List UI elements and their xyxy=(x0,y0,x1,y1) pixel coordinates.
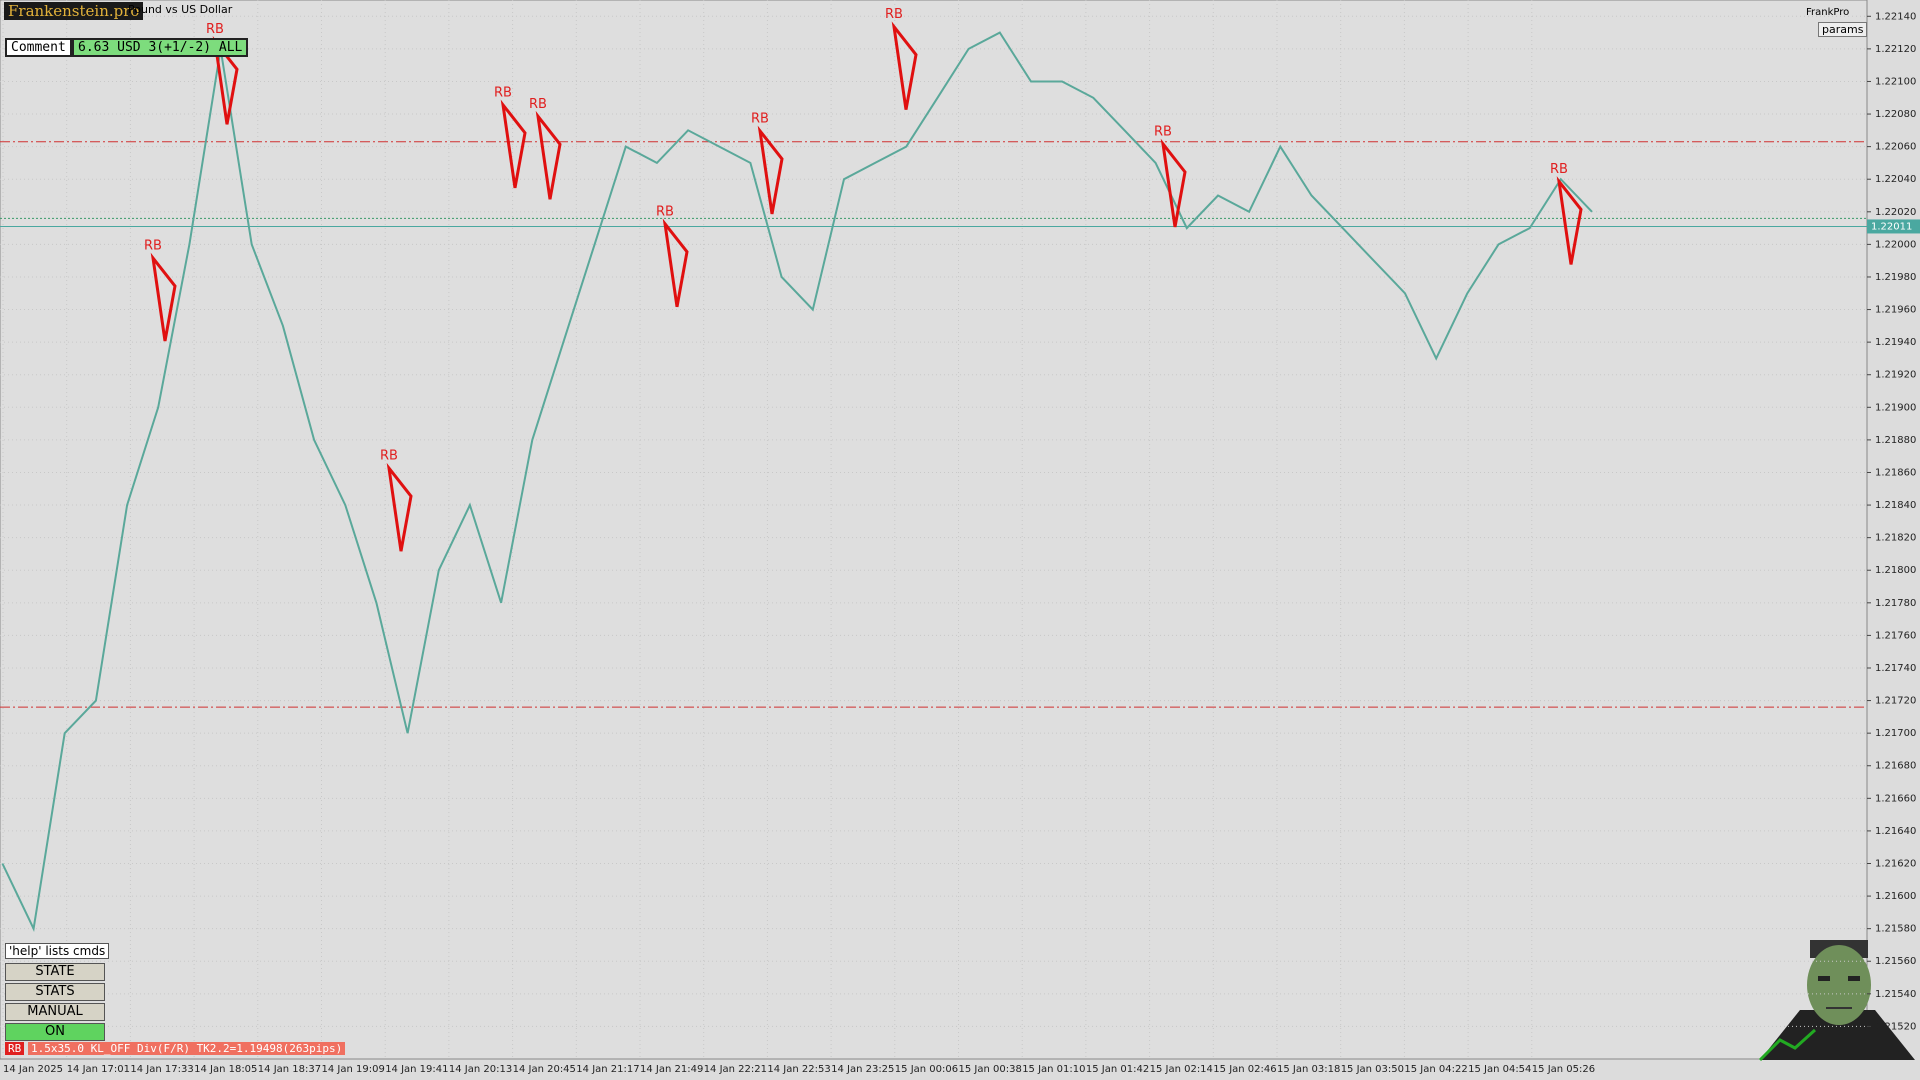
x-tick-label: 15 Jan 04:22 xyxy=(1404,1064,1467,1075)
x-tick-label: 14 Jan 18:37 xyxy=(258,1064,321,1075)
rb-label: RB xyxy=(1154,124,1172,139)
rb-triangle xyxy=(1160,138,1187,228)
status-tag: RB xyxy=(5,1042,25,1055)
panel-button[interactable]: STATE xyxy=(5,963,105,981)
x-tick-label: 14 Jan 22:21 xyxy=(704,1064,767,1075)
rb-label: RB xyxy=(206,22,224,37)
y-tick-label: 1.21700 xyxy=(1875,728,1916,739)
x-tick-label: 14 Jan 19:41 xyxy=(385,1064,448,1075)
x-tick-label: 15 Jan 01:42 xyxy=(1086,1064,1149,1075)
rb-label: RB xyxy=(885,7,903,22)
rb-label: RB xyxy=(751,111,769,126)
y-tick-label: 1.22000 xyxy=(1875,239,1916,250)
x-tick-label: 15 Jan 02:46 xyxy=(1213,1064,1276,1075)
y-tick-label: 1.21800 xyxy=(1875,565,1916,576)
rb-label: RB xyxy=(1550,162,1568,177)
x-tick-label: 14 Jan 22:53 xyxy=(767,1064,830,1075)
x-tick-label: 15 Jan 00:38 xyxy=(959,1064,1022,1075)
y-tick-label: 1.21980 xyxy=(1875,272,1916,283)
y-tick-label: 1.21940 xyxy=(1875,337,1916,348)
rb-triangle xyxy=(891,21,918,110)
x-tick-label: 14 Jan 20:45 xyxy=(513,1064,576,1075)
rb-label: RB xyxy=(380,449,398,464)
y-tick-label: 1.21720 xyxy=(1875,696,1916,707)
y-tick-label: 1.21680 xyxy=(1875,761,1916,772)
y-tick-label: 1.21760 xyxy=(1875,630,1916,641)
y-tick-label: 1.22120 xyxy=(1875,44,1916,55)
y-tick-label: 1.21560 xyxy=(1875,956,1916,967)
status-text: 1.5x35.0 KL_OFF Div(F/R) TK2.2=1.19498(2… xyxy=(28,1042,346,1055)
y-tick-label: 1.21620 xyxy=(1875,858,1916,869)
y-tick-label: 1.21640 xyxy=(1875,826,1916,837)
mascot xyxy=(1758,940,1915,1062)
price-tag xyxy=(1867,219,1920,234)
rb-label: RB xyxy=(656,204,674,219)
help-text: 'help' lists cmds xyxy=(5,943,110,959)
y-tick-label: 1.21900 xyxy=(1875,402,1916,413)
y-tick-label: 1.22020 xyxy=(1875,207,1916,218)
y-tick-label: 1.21540 xyxy=(1875,989,1916,1000)
rb-triangle xyxy=(1556,176,1583,265)
y-tick-label: 1.21660 xyxy=(1875,793,1916,804)
rb-triangle xyxy=(500,99,527,189)
rb-triangle xyxy=(150,252,177,342)
x-tick-label: 14 Jan 23:25 xyxy=(831,1064,894,1075)
x-tick-label: 14 Jan 2025 xyxy=(3,1064,63,1075)
price-tag-label: 1.22011 xyxy=(1871,221,1912,232)
panel-button[interactable]: ON xyxy=(5,1023,105,1041)
y-tick-label: 1.22060 xyxy=(1875,142,1916,153)
rb-triangle xyxy=(757,125,784,215)
x-tick-label: 15 Jan 01:10 xyxy=(1022,1064,1085,1075)
x-tick-label: 15 Jan 03:50 xyxy=(1341,1064,1404,1075)
comment-label: Comment xyxy=(5,38,72,57)
comment-value: 6.63 USD 3(+1/-2) ALL xyxy=(72,38,249,57)
rb-label: RB xyxy=(529,97,547,112)
x-tick-label: 15 Jan 03:18 xyxy=(1277,1064,1340,1075)
rb-triangle xyxy=(662,218,689,308)
panel-button[interactable]: MANUAL xyxy=(5,1003,105,1021)
x-tick-label: 14 Jan 19:09 xyxy=(322,1064,385,1075)
x-tick-label: 15 Jan 00:06 xyxy=(895,1064,958,1075)
x-tick-label: 14 Jan 21:17 xyxy=(576,1064,639,1075)
y-tick-label: 1.21860 xyxy=(1875,467,1916,478)
x-tick-label: 15 Jan 02:14 xyxy=(1150,1064,1213,1075)
brand: FrankPro xyxy=(1806,7,1850,18)
x-tick-label: 14 Jan 17:33 xyxy=(130,1064,193,1075)
price-line xyxy=(1,31,1593,933)
y-tick-label: 1.22100 xyxy=(1875,76,1916,87)
params-button[interactable]: params xyxy=(1818,22,1868,37)
rb-label: RB xyxy=(494,85,512,100)
rb-triangle xyxy=(386,462,413,552)
y-tick-label: 1.21920 xyxy=(1875,370,1916,381)
x-tick-label: 14 Jan 18:05 xyxy=(194,1064,257,1075)
y-tick-label: 1.21580 xyxy=(1875,924,1916,935)
y-tick-label: 1.22080 xyxy=(1875,109,1916,120)
y-tick-label: 1.22140 xyxy=(1875,11,1916,22)
y-tick-label: 1.22040 xyxy=(1875,174,1916,185)
y-tick-label: 1.21840 xyxy=(1875,500,1916,511)
rb-triangle xyxy=(535,110,562,200)
symbol-title: Pound vs US Dollar xyxy=(128,3,233,16)
y-tick-label: 1.21740 xyxy=(1875,663,1916,674)
y-tick-label: 1.21600 xyxy=(1875,891,1916,902)
logo: Frankenstein.pro xyxy=(4,2,144,20)
x-tick-label: 14 Jan 20:13 xyxy=(449,1064,512,1075)
plot-area xyxy=(0,0,1868,1060)
y-tick-label: 1.21880 xyxy=(1875,435,1916,446)
rb-label: RB xyxy=(144,239,162,254)
y-tick-label: 1.21820 xyxy=(1875,533,1916,544)
x-tick-label: 15 Jan 04:54 xyxy=(1468,1064,1531,1075)
x-tick-label: 15 Jan 05:26 xyxy=(1532,1064,1595,1075)
x-tick-label: 14 Jan 17:01 xyxy=(67,1064,130,1075)
y-tick-label: 1.21780 xyxy=(1875,598,1916,609)
x-tick-label: 14 Jan 21:49 xyxy=(640,1064,703,1075)
y-tick-label: 1.21960 xyxy=(1875,305,1916,316)
y-tick-label: 1.21520 xyxy=(1875,1021,1916,1032)
panel-button[interactable]: STATS xyxy=(5,983,105,1001)
